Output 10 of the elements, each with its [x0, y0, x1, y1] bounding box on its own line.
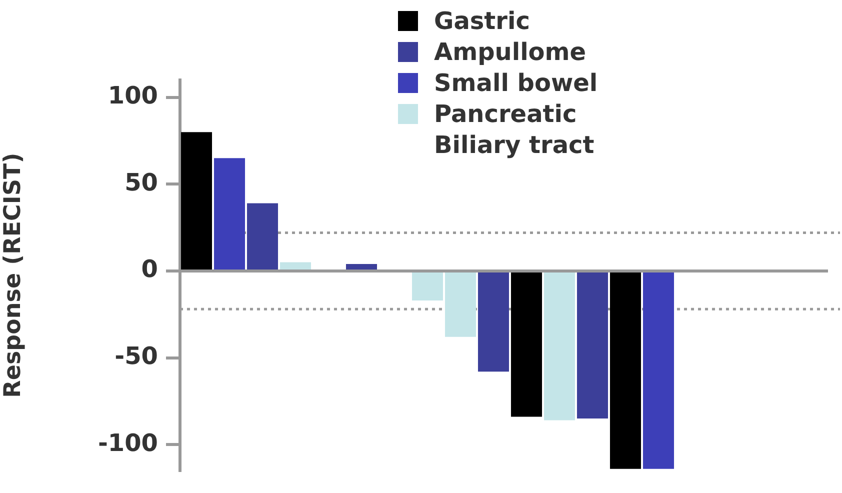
legend-label: Ampullome: [434, 37, 588, 68]
y-tick-label: 0: [141, 255, 158, 284]
legend-label: Small bowel: [434, 68, 599, 99]
y-tick-label: -50: [114, 342, 158, 370]
y-tick-label: -100: [98, 428, 158, 457]
y-axis-title: Response (RECIST): [0, 152, 26, 398]
legend-label: Gastric: [434, 6, 531, 37]
y-tick-label: 100: [108, 82, 158, 110]
legend-label: Pancreatic Biliary tract: [434, 99, 596, 161]
y-tick-label: 50: [124, 168, 158, 196]
